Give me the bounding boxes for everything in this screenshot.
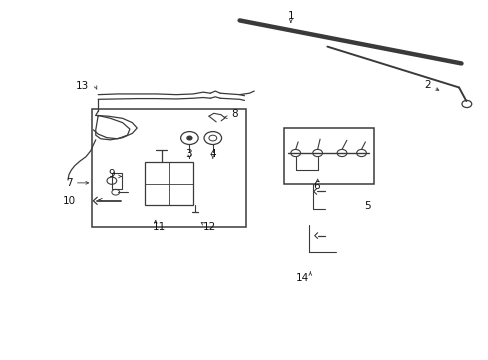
- Text: 1: 1: [287, 11, 294, 21]
- Circle shape: [186, 136, 191, 140]
- Text: 7: 7: [65, 178, 72, 188]
- Bar: [92, 109, 245, 227]
- Text: 6: 6: [313, 181, 319, 191]
- Text: 5: 5: [364, 201, 370, 211]
- Text: 4: 4: [209, 149, 216, 159]
- Text: 13: 13: [76, 81, 89, 91]
- Text: 2: 2: [424, 80, 430, 90]
- Text: 11: 11: [152, 222, 165, 231]
- Text: 14: 14: [295, 273, 308, 283]
- Bar: [144, 162, 193, 205]
- Bar: [283, 128, 373, 184]
- Bar: [112, 173, 122, 189]
- Text: 8: 8: [231, 109, 238, 119]
- Text: 9: 9: [108, 169, 115, 179]
- Text: 12: 12: [203, 222, 216, 232]
- Text: 10: 10: [62, 196, 75, 206]
- Text: 3: 3: [185, 149, 191, 159]
